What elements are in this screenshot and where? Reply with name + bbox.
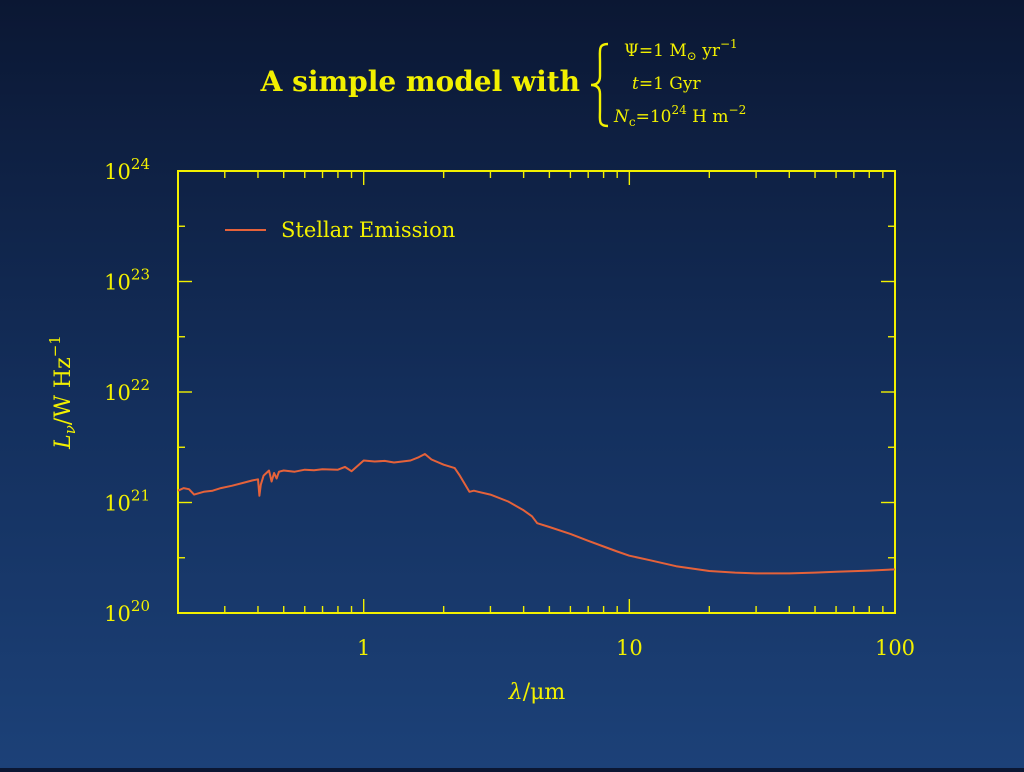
param-age: t=1 Gyr bbox=[632, 74, 701, 94]
x-tick-label: 10 bbox=[616, 636, 643, 660]
y-tick-label: 1023 bbox=[104, 266, 150, 295]
param-sfr: Ψ=1 M⊙ yr−1 bbox=[624, 37, 738, 63]
series-line-stellar-emission bbox=[177, 453, 896, 575]
y-axis-label: Lν/W Hz−1 bbox=[46, 335, 79, 450]
x-tick-label: 100 bbox=[875, 636, 915, 660]
y-tick-label: 1022 bbox=[104, 376, 150, 405]
legend: Stellar Emission bbox=[225, 218, 455, 242]
y-tick-label: 1020 bbox=[104, 597, 150, 626]
x-tick-labels: 1 10 100 bbox=[357, 636, 915, 660]
y-tick-labels: 1020 1021 1022 1023 1024 bbox=[104, 155, 150, 626]
param-column-density: Nc=1024 H m−2 bbox=[613, 103, 746, 129]
axis-ticks bbox=[177, 170, 896, 614]
parameter-brace bbox=[590, 42, 609, 128]
y-tick-label: 1021 bbox=[104, 487, 150, 516]
chart-title: A simple model with bbox=[260, 65, 580, 98]
legend-label-stellar-emission: Stellar Emission bbox=[281, 218, 455, 242]
x-axis-label: λ/μm bbox=[508, 680, 566, 705]
x-tick-label: 1 bbox=[357, 636, 370, 660]
y-tick-label: 1024 bbox=[104, 155, 150, 184]
